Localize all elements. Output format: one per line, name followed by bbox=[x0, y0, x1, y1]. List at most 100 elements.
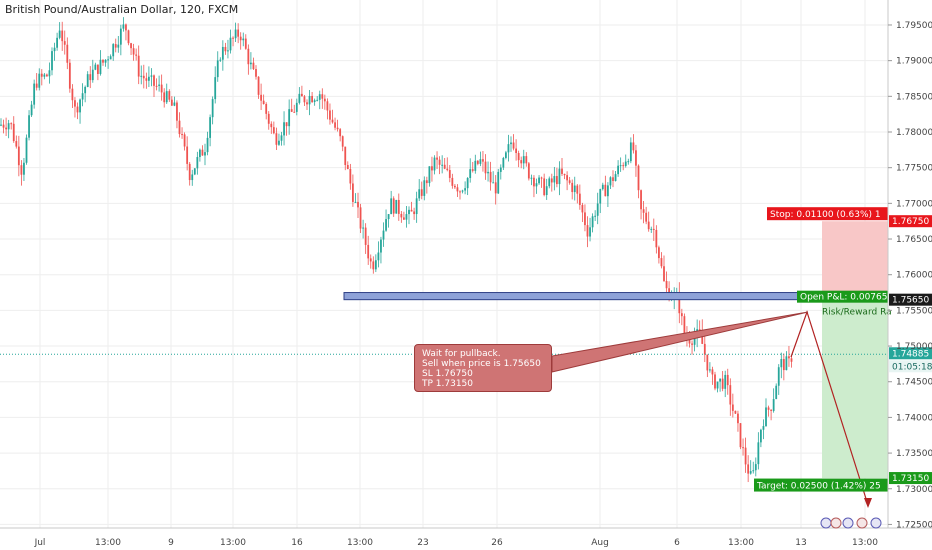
candle-body bbox=[142, 75, 145, 79]
candle-body bbox=[489, 171, 492, 183]
candle-body bbox=[387, 214, 390, 220]
candle-body bbox=[724, 374, 727, 389]
stop-loss-zone[interactable] bbox=[822, 221, 888, 300]
candle-body bbox=[726, 374, 729, 386]
candle-body bbox=[619, 165, 622, 167]
candle-body bbox=[308, 95, 311, 105]
price-tick-label: 1.73000 bbox=[896, 485, 932, 495]
candle-body bbox=[303, 96, 306, 103]
candle-body bbox=[446, 168, 449, 171]
event-flag-icon[interactable] bbox=[870, 517, 882, 529]
candle-body bbox=[517, 153, 520, 161]
candle-body bbox=[709, 369, 711, 371]
candle-body bbox=[247, 48, 250, 65]
candle-body bbox=[581, 204, 584, 213]
candle-body bbox=[86, 74, 89, 87]
candle-body bbox=[257, 76, 260, 95]
drawing-lines bbox=[551, 310, 872, 508]
candle-body bbox=[5, 127, 7, 130]
target-label-bg bbox=[754, 478, 888, 492]
candle-body bbox=[571, 182, 574, 193]
candle-body bbox=[20, 165, 23, 175]
price-tick-label: 1.79500 bbox=[896, 21, 932, 31]
event-icon-group-1[interactable] bbox=[820, 517, 882, 529]
candle-body bbox=[97, 64, 99, 74]
stop-label-text: Stop: 0.01100 (0.63%) 1 bbox=[770, 210, 881, 220]
bar-countdown-tag[interactable]: 01:05:18 bbox=[889, 360, 932, 373]
candle-body bbox=[413, 211, 415, 215]
stop-label-bg bbox=[767, 207, 888, 221]
candle-body bbox=[553, 176, 556, 183]
target-label[interactable]: Target: 0.02500 (1.42%) 25 bbox=[754, 478, 888, 492]
open-pnl-label[interactable]: Open P&L: 0.00765 bbox=[797, 290, 888, 303]
candle-body bbox=[313, 100, 316, 103]
time-tick-label: 13:00 bbox=[220, 538, 246, 548]
candle-body bbox=[339, 129, 342, 137]
candle-body bbox=[107, 59, 109, 61]
stop-price-tag-bg bbox=[889, 215, 932, 228]
candle-body bbox=[721, 378, 724, 389]
candle-body bbox=[336, 127, 339, 130]
candle-body bbox=[364, 227, 367, 245]
trade-note-callout[interactable]: Wait for pullback. Sell when price is 1.… bbox=[414, 344, 552, 392]
candle-body bbox=[346, 165, 349, 169]
event-flag-icon[interactable] bbox=[830, 517, 842, 529]
target-price-tag[interactable]: 1.73150 bbox=[889, 472, 932, 485]
candle-body bbox=[474, 160, 477, 171]
candle-body bbox=[775, 385, 778, 400]
price-tick-label: 1.77000 bbox=[896, 199, 932, 209]
candle-body bbox=[280, 135, 283, 141]
candle-body bbox=[255, 69, 257, 77]
candle-body bbox=[382, 230, 385, 240]
stop-price-tag[interactable]: 1.76750 bbox=[889, 215, 932, 228]
price-axis[interactable]: 1.79500 1.79000 1.78500 1.78000 1.77500 1.770… bbox=[887, 0, 932, 530]
candle-body bbox=[469, 169, 472, 179]
candle-body bbox=[173, 102, 176, 106]
candle-body bbox=[655, 229, 658, 248]
position-zones bbox=[822, 221, 888, 479]
candle-body bbox=[344, 146, 347, 166]
candle-body bbox=[663, 266, 665, 282]
candle-body bbox=[642, 209, 645, 213]
candle-body bbox=[321, 94, 324, 99]
candle-body bbox=[148, 76, 150, 81]
candle-body bbox=[102, 59, 104, 63]
take-profit-zone[interactable] bbox=[822, 299, 888, 479]
current-price-tag[interactable]: 1.74885 bbox=[889, 347, 932, 360]
candle-body bbox=[403, 217, 405, 220]
time-tick-label: 13:00 bbox=[347, 538, 373, 548]
candle-body bbox=[678, 292, 681, 314]
candle-body bbox=[58, 30, 61, 38]
candle-body bbox=[770, 409, 772, 411]
candle-body bbox=[196, 157, 199, 169]
support-zone-rectangle[interactable] bbox=[343, 292, 812, 301]
economic-events[interactable] bbox=[820, 517, 882, 529]
stop-label[interactable]: Stop: 0.01100 (0.63%) 1 bbox=[767, 207, 888, 221]
candle-body bbox=[698, 329, 701, 331]
candle-body bbox=[645, 212, 648, 222]
event-flag-icon[interactable] bbox=[820, 517, 832, 529]
time-tick-label: 13:00 bbox=[852, 538, 878, 548]
time-axis[interactable]: Jul 13:00 9 13:00 16 13:00 23 26 Aug 6 13:00 13 13:0… bbox=[0, 527, 932, 548]
candle-body bbox=[637, 165, 640, 191]
event-flag-icon[interactable] bbox=[842, 517, 854, 529]
price-tick-label: 1.75500 bbox=[896, 306, 932, 316]
candle-body bbox=[48, 70, 51, 77]
candle-body bbox=[186, 146, 189, 164]
candle-body bbox=[237, 29, 240, 37]
candle-body bbox=[359, 207, 362, 229]
candle-body bbox=[461, 190, 464, 192]
candle-body bbox=[252, 62, 255, 70]
candle-body bbox=[349, 168, 352, 184]
candle-body bbox=[594, 215, 597, 217]
candle-body bbox=[415, 198, 418, 215]
candle-body bbox=[109, 56, 112, 60]
candle-body bbox=[471, 169, 474, 171]
candle-body bbox=[660, 258, 663, 267]
event-flag-icon[interactable] bbox=[856, 517, 868, 529]
candle-body bbox=[744, 447, 747, 465]
candle-body bbox=[405, 214, 408, 220]
candle-body bbox=[206, 137, 209, 153]
entry-price-tag[interactable]: 1.75650 bbox=[889, 293, 932, 306]
